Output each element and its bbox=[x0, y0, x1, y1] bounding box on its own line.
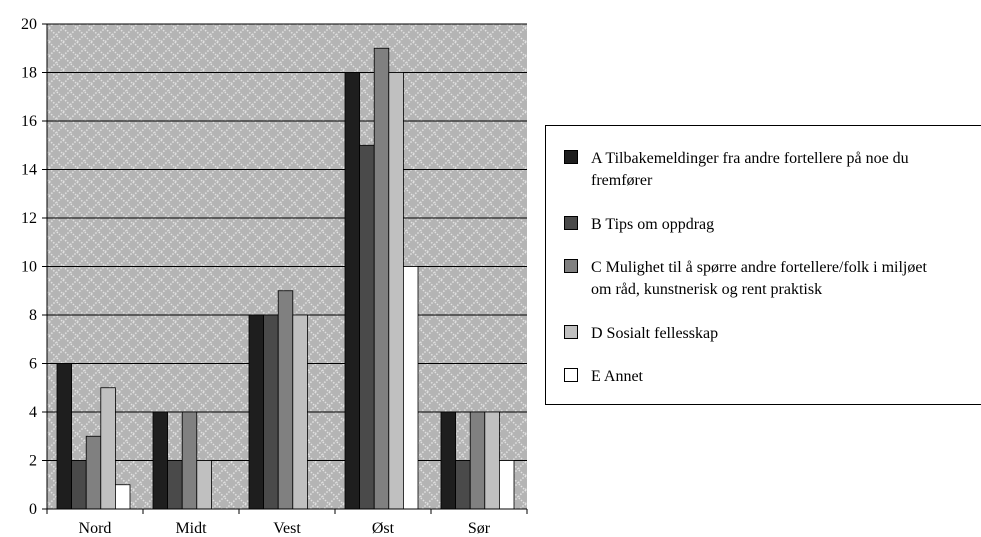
x-tick-label: Vest bbox=[273, 520, 301, 537]
legend-item-d: D Sosialt fellesskap bbox=[564, 323, 951, 345]
legend-item-e: E Annet bbox=[564, 366, 951, 388]
legend-swatch-d bbox=[564, 325, 578, 339]
legend-item-c: C Mulighet til å spørre andre fortellere… bbox=[564, 257, 951, 301]
legend-swatch-a bbox=[564, 150, 578, 164]
bar bbox=[292, 314, 308, 510]
bar bbox=[498, 460, 515, 510]
y-tick-label: 0 bbox=[29, 501, 37, 518]
legend: A Tilbakemeldinger fra andre fortellere … bbox=[545, 125, 981, 405]
bar bbox=[484, 411, 500, 510]
y-tick-label: 14 bbox=[21, 162, 37, 179]
legend-item-a: A Tilbakemeldinger fra andre fortellere … bbox=[564, 148, 951, 192]
y-tick-label: 18 bbox=[21, 65, 37, 82]
y-axis-ticks: 0 2 4 6 8 10 12 14 16 18 20 bbox=[21, 16, 47, 518]
bar bbox=[71, 460, 87, 510]
x-tick-label: Sør bbox=[468, 520, 491, 537]
bar bbox=[100, 387, 116, 510]
bar bbox=[277, 290, 294, 510]
y-tick-label: 6 bbox=[29, 356, 37, 373]
legend-label-c: C Mulighet til å spørre andre fortellere… bbox=[591, 259, 927, 298]
bar bbox=[263, 314, 279, 510]
y-tick-label: 16 bbox=[21, 113, 37, 130]
legend-label-d: D Sosialt fellesskap bbox=[591, 325, 719, 342]
y-tick-label: 4 bbox=[29, 404, 37, 421]
bar bbox=[359, 144, 375, 510]
x-tick-label: Midt bbox=[175, 520, 207, 537]
legend-swatch-c bbox=[564, 259, 578, 273]
x-tick-label: Øst bbox=[372, 520, 395, 537]
legend-item-b: B Tips om oppdrag bbox=[564, 214, 951, 236]
bar bbox=[440, 411, 457, 510]
bar bbox=[181, 411, 198, 510]
bar bbox=[196, 460, 212, 510]
bar bbox=[152, 411, 169, 510]
bar bbox=[167, 460, 183, 510]
bars bbox=[56, 47, 515, 510]
x-tick-label: Nord bbox=[79, 520, 112, 537]
legend-swatch-e bbox=[564, 368, 578, 382]
bar bbox=[388, 72, 404, 510]
legend-label-a: A Tilbakemeldinger fra andre fortellere … bbox=[591, 150, 909, 189]
y-tick-label: 10 bbox=[21, 259, 37, 276]
bar bbox=[373, 47, 390, 510]
y-tick-label: 12 bbox=[21, 210, 37, 227]
bar bbox=[56, 363, 73, 510]
bar bbox=[248, 314, 265, 510]
bar bbox=[402, 266, 419, 510]
y-tick-label: 20 bbox=[21, 16, 37, 33]
bar bbox=[85, 435, 102, 510]
bar bbox=[344, 72, 361, 510]
legend-swatch-b bbox=[564, 216, 578, 230]
y-tick-label: 8 bbox=[29, 307, 37, 324]
legend-label-b: B Tips om oppdrag bbox=[591, 216, 715, 233]
bar bbox=[115, 484, 131, 510]
legend-label-e: E Annet bbox=[591, 368, 643, 385]
x-axis-ticks: Nord Midt Vest Øst Sør bbox=[46, 509, 528, 537]
bar bbox=[455, 460, 471, 510]
y-tick-label: 2 bbox=[29, 453, 37, 470]
bar bbox=[469, 411, 486, 510]
